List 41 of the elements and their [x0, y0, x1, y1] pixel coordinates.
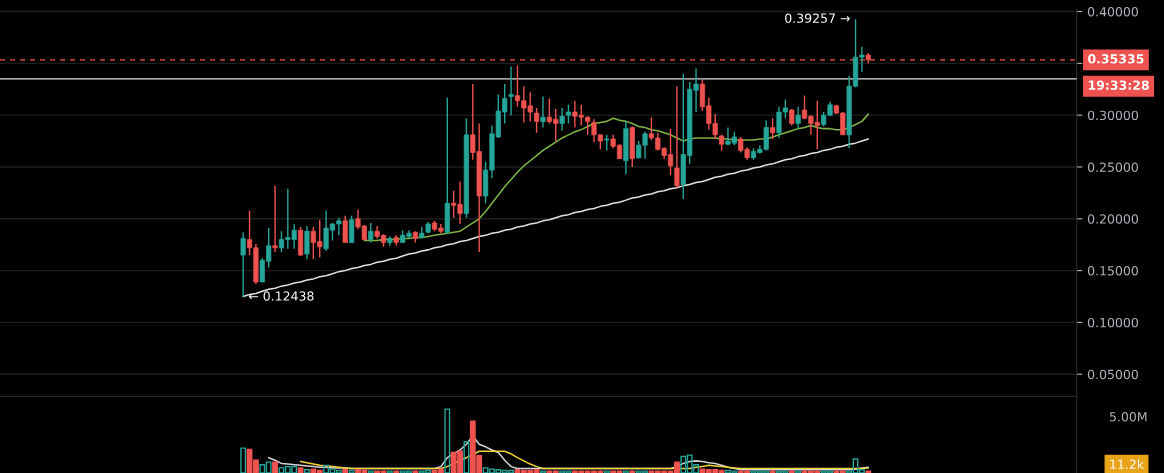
y-tick-label: 0.25000 [1087, 162, 1138, 172]
bar [622, 470, 629, 473]
bar [603, 470, 610, 473]
candlestick [368, 222, 374, 244]
bar [348, 469, 355, 473]
annotation: 0.39257 → [785, 13, 850, 23]
bar [795, 470, 802, 473]
y-tick-label: 0.30000 [1087, 110, 1138, 121]
y-tick-label: 0.05000 [1087, 369, 1138, 380]
y-tick-label: 0.15000 [1087, 266, 1138, 276]
candlestick [342, 214, 348, 244]
line-series [363, 113, 870, 242]
candlestick [240, 231, 246, 298]
bar [297, 467, 304, 473]
bar [463, 441, 470, 473]
candlestick [349, 214, 355, 244]
text: 5.00M [1109, 412, 1147, 422]
candlestick [559, 107, 565, 132]
ref-line-label: 0.35335 [1088, 54, 1144, 64]
text: 19:33:28 [1088, 80, 1149, 90]
y-tick-label: 0.20000 [1087, 214, 1138, 224]
candlestick [540, 95, 546, 129]
bar [386, 470, 393, 473]
bar [342, 469, 349, 473]
bar [240, 447, 247, 473]
candlestick [272, 184, 278, 253]
bar [367, 470, 374, 473]
text: 11.2k [1110, 459, 1145, 469]
candlestick [508, 65, 514, 116]
candlestick [674, 85, 680, 189]
bar [272, 461, 278, 473]
y-tick-label: 0.40000 [1087, 7, 1138, 17]
bar [444, 408, 451, 473]
candlestick [795, 106, 801, 130]
y-tick-label: 0.10000 [1087, 317, 1138, 328]
candlestick [304, 225, 310, 260]
candlestick [770, 117, 776, 140]
bar [540, 470, 546, 473]
annotation: ← 0.12438 [248, 291, 314, 301]
bar [304, 469, 310, 473]
candlestick [565, 104, 572, 125]
